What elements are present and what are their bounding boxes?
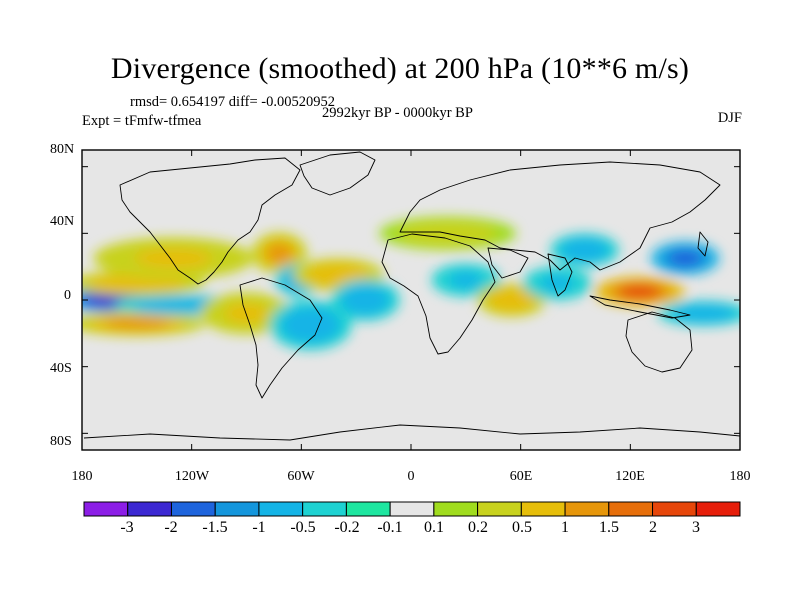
colorbar-swatch-0 [83,501,129,517]
anomaly-blob-3-layer-2 [135,248,212,269]
anomaly-blob-17-layer-2 [668,250,702,267]
colorbar-swatch-8 [433,501,479,517]
anomaly-blob-16-layer-2 [617,284,662,299]
anomaly-blob-10-layer-2 [348,290,382,310]
coastline-australia [625,311,693,373]
season-label: DJF [717,110,742,126]
colorbar-swatch-1 [127,501,172,517]
colorbar-swatch-11 [564,501,610,517]
coastline-eurasia [399,161,721,271]
colorbar-label-4: -0.5 [290,519,316,536]
y-tick-label-3: 40S [50,361,72,376]
colorbar-swatch-5 [302,501,347,517]
y-tick-label-0: 80N [50,142,75,157]
colorbar-label-8: 0.2 [468,519,488,536]
colorbar-label-6: -0.1 [377,519,403,536]
colorbar-label-9: 0.5 [512,519,532,536]
x-tick-label-4: 60E [509,469,533,484]
colorbar-label-12: 2 [649,519,657,536]
coastline-africa [381,233,496,355]
colorbar-label-7: 0.1 [424,519,444,536]
colorbar-swatch-10 [520,501,566,517]
coastline-north-america [119,157,301,285]
coastline-greenland [299,151,376,196]
anomaly-blob-14-layer-2 [540,275,574,292]
colorbar-swatch-3 [214,501,260,517]
anomaly-blob-5-layer-2 [224,303,269,324]
anomaly-blob-9-layer-2 [315,267,360,283]
colorbar-label-10: 1 [561,519,569,536]
colorbar-swatch-6 [345,501,391,517]
y-tick-label-2: 0 [64,288,71,303]
x-tick-label-1: 120W [174,469,210,484]
anomaly-blob-12-layer-2 [449,272,483,288]
colorbar-swatch-7 [389,501,435,517]
coastline-india [547,253,573,297]
colorbar-swatch-9 [477,501,522,517]
x-tick-label-2: 60W [287,469,315,484]
colorbar-swatch-4 [258,501,304,517]
colorbar-swatch-13 [652,501,697,517]
x-tick-label-3: 0 [407,469,415,484]
plot-title: Divergence (smoothed) at 200 hPa (10**6 … [110,52,690,85]
colorbar-label-3: -1 [252,519,266,536]
colorbar-label-0: -3 [120,519,134,536]
colorbar-swatch-12 [608,501,654,517]
anomaly-blob-8-layer-2 [290,313,331,337]
y-tick-label-4: 80S [50,434,72,449]
y-tick-label-1: 40N [50,214,75,229]
coastline-antarctica [83,424,740,441]
stats-line: rmsd= 0.654197 diff= -0.00520952 [130,94,335,110]
anomaly-blob-4-layer-2 [149,300,216,310]
colorbar-label-2: -1.5 [202,519,228,536]
period-label: 2992kyr BP - 0000kyr BP [322,105,473,121]
coastline-south-america [239,277,323,399]
anomaly-blob-2-layer-2 [103,317,170,330]
x-tick-label-0: 180 [71,469,93,484]
anomaly-blob-15-layer-2 [568,242,602,258]
colorbar-swatch-14 [695,501,741,517]
coastline-japan [697,231,709,257]
experiment-label: Expt = tFmfw-tfmea [82,113,202,129]
colorbar-label-13: 3 [692,519,700,536]
anomaly-blob-6-layer-2 [266,243,293,264]
coastline-indonesia [589,295,691,319]
coastline-arabia [487,247,529,279]
colorbar-swatch-2 [170,501,216,517]
x-tick-label-5: 120E [615,469,645,484]
x-tick-label-6: 180 [729,469,751,484]
colorbar-label-11: 1.5 [599,519,619,536]
anomaly-blob-1-layer-2 [103,277,170,290]
colorbar-label-5: -0.2 [334,519,360,536]
colorbar-label-1: -2 [164,519,178,536]
anomaly-blob-13-layer-2 [495,292,528,308]
anomaly-blob-18-layer-2 [681,307,726,320]
